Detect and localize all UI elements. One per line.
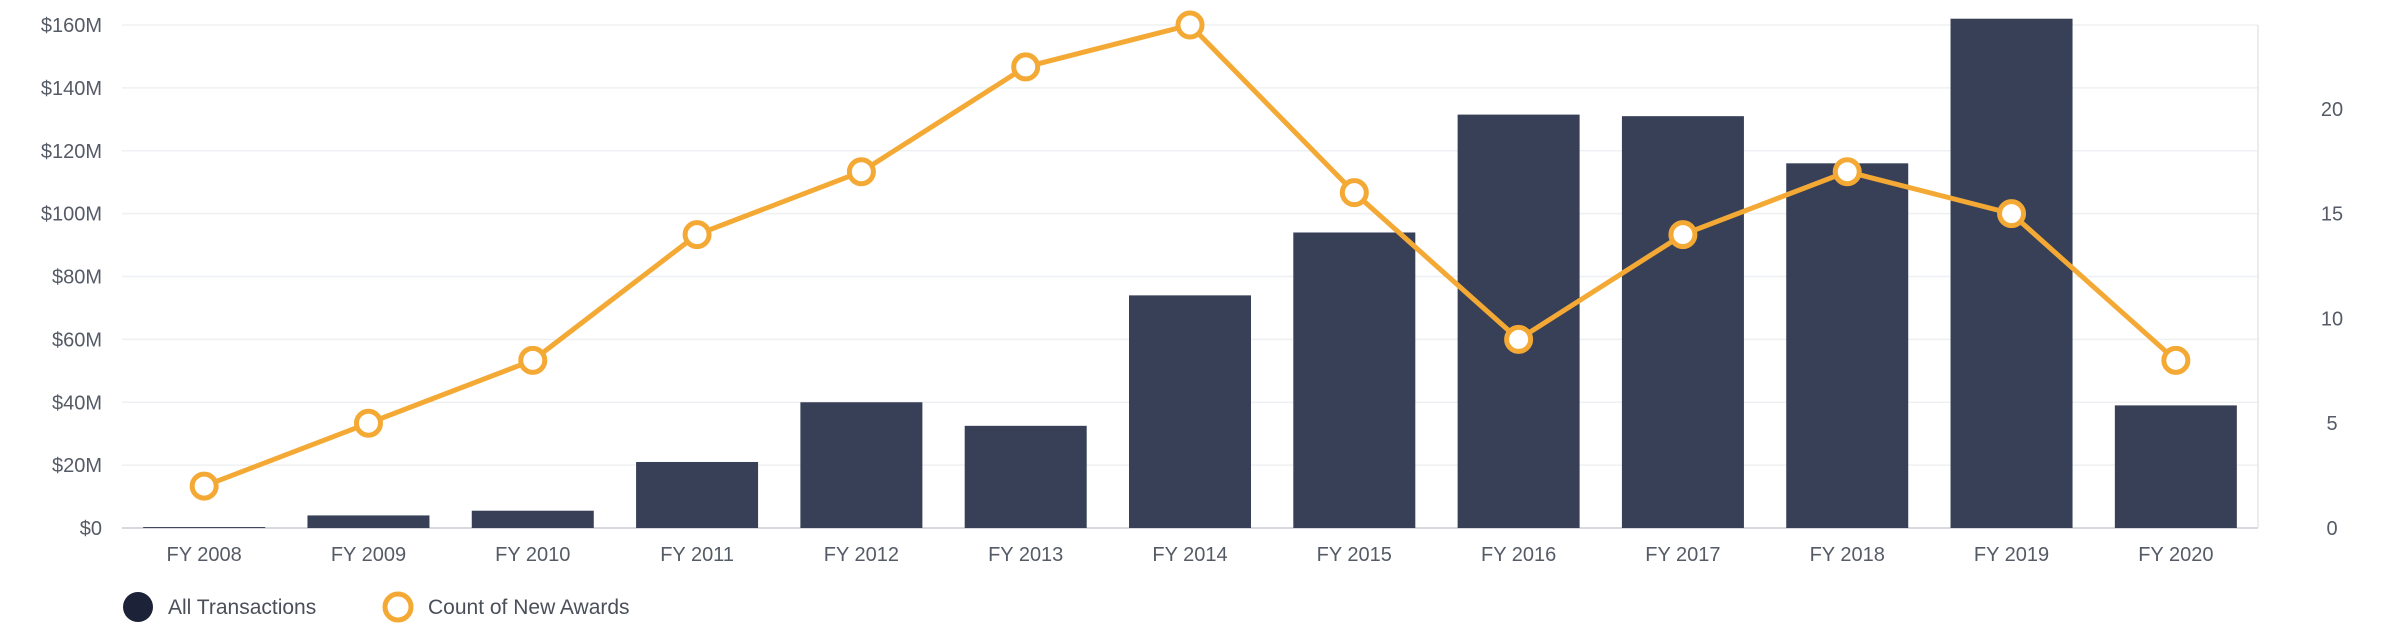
bar <box>143 527 266 528</box>
line-point <box>189 471 219 501</box>
y-right-tick-label: 10 <box>2321 308 2343 330</box>
bar <box>1293 232 1416 529</box>
legend-marker-count-of-new-awards <box>382 591 414 623</box>
x-tick-label: FY 2012 <box>824 544 899 566</box>
bar <box>1786 163 1909 528</box>
bar <box>636 461 759 528</box>
y-left-tick-label: $100M <box>41 204 102 226</box>
legend-marker-all-transactions <box>123 592 153 622</box>
bar <box>307 515 430 528</box>
bar <box>1457 114 1580 529</box>
x-tick-label: FY 2010 <box>495 544 570 566</box>
bar <box>2114 405 2237 528</box>
bar <box>800 402 923 528</box>
x-tick-label: FY 2018 <box>1810 544 1885 566</box>
line-point <box>1997 199 2027 229</box>
line-point <box>1175 10 1205 40</box>
line-point <box>518 345 548 375</box>
y-left-tick-label: $120M <box>41 141 102 163</box>
y-left-tick-label: $80M <box>52 267 102 289</box>
y-left-tick-label: $20M <box>52 455 102 477</box>
y-left-tick-label: $0 <box>80 518 102 540</box>
y-left-tick-label: $140M <box>41 78 102 100</box>
legend-label-count-of-new-awards: Count of New Awards <box>428 596 630 619</box>
line-point <box>1668 220 1698 250</box>
line-point <box>1832 157 1862 187</box>
line-point <box>353 408 383 438</box>
x-tick-label: FY 2014 <box>1152 544 1227 566</box>
y-left-tick-label: $60M <box>52 329 102 351</box>
x-tick-label: FY 2008 <box>167 544 242 566</box>
y-right-tick-label: 5 <box>2326 413 2337 435</box>
bar <box>1621 116 1744 528</box>
x-tick-label: FY 2016 <box>1481 544 1556 566</box>
y-left-tick-label: $160M <box>41 15 102 37</box>
legend-label-all-transactions: All Transactions <box>168 596 316 619</box>
x-tick-label: FY 2019 <box>1974 544 2049 566</box>
line-point <box>846 157 876 187</box>
x-tick-label: FY 2020 <box>2138 544 2213 566</box>
y-right-tick-label: 20 <box>2321 99 2343 121</box>
line-point <box>1504 324 1534 354</box>
x-tick-label: FY 2015 <box>1317 544 1392 566</box>
y-left-tick-label: $40M <box>52 392 102 414</box>
line-point <box>682 220 712 250</box>
bar <box>964 425 1087 528</box>
y-right-tick-label: 0 <box>2326 518 2337 540</box>
bar <box>1950 18 2073 529</box>
bar <box>471 510 594 528</box>
line-point <box>1339 178 1369 208</box>
x-tick-label: FY 2017 <box>1645 544 1720 566</box>
bar <box>1129 295 1251 528</box>
x-tick-label: FY 2009 <box>331 544 406 566</box>
x-tick-label: FY 2011 <box>660 544 734 566</box>
x-tick-label: FY 2013 <box>988 544 1063 566</box>
line-point <box>2161 345 2191 375</box>
y-right-tick-label: 15 <box>2321 204 2343 226</box>
line-point <box>1011 52 1041 82</box>
